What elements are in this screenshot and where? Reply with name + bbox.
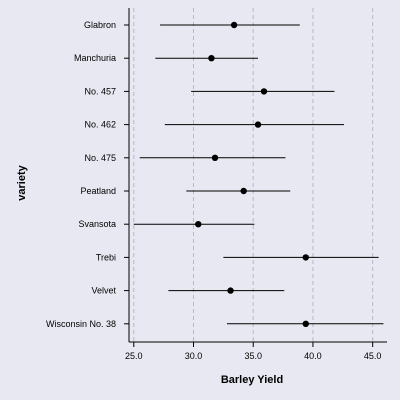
mean-point (195, 221, 202, 228)
y-tick-label: Manchuria (74, 53, 116, 63)
mean-point (254, 121, 262, 128)
x-tick-label: 35.0 (244, 351, 262, 361)
y-tick-label: Wisconsin No. 38 (46, 319, 116, 329)
mean-point (230, 21, 238, 29)
mean-point (260, 88, 268, 95)
mean-point (227, 287, 234, 294)
x-tick-label: 40.0 (304, 351, 322, 361)
mean-point (240, 187, 247, 195)
x-tick-label: 25.0 (125, 351, 143, 361)
mean-point (208, 55, 215, 62)
axes: 25.0 30.0 35.0 40.0 45.0 Glabron Manchuria No. … (46, 8, 387, 361)
y-tick-label: Velvet (91, 286, 116, 296)
y-tick-label: No. 475 (84, 153, 116, 163)
mean-point (302, 254, 309, 261)
x-tick-label: 30.0 (185, 351, 203, 361)
y-tick-label: Peatland (80, 186, 116, 196)
y-axis-title: variety (16, 164, 28, 200)
y-tick-label: Glabron (84, 20, 116, 30)
data-marks (133, 21, 384, 327)
mean-point (211, 154, 219, 161)
mean-point (302, 320, 309, 327)
y-tick-label: No. 457 (84, 86, 116, 96)
y-tick-label: Trebi (96, 252, 116, 262)
y-tick-label: No. 462 (84, 120, 116, 130)
y-tick-label: Svansota (78, 219, 116, 229)
x-tick-label: 45.0 (364, 351, 382, 361)
x-axis-title: Barley Yield (221, 374, 283, 386)
